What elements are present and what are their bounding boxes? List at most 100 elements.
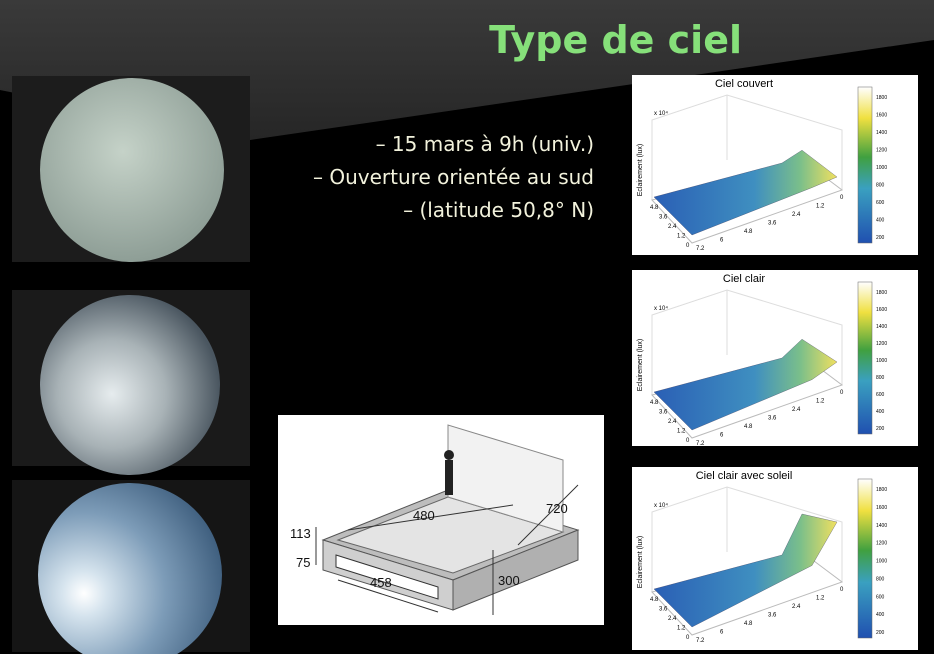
colorbar-label: 1400 [876, 130, 887, 136]
colorbar-label: 600 [876, 392, 885, 398]
bullet: – 15 mars à 9h (univ.) [375, 132, 594, 156]
dimension-label: 113 [290, 526, 311, 541]
tick-label: 2.4 [792, 212, 801, 218]
tick-label: 7.2 [696, 441, 705, 446]
side-wall [452, 529, 579, 611]
axis-label: Eclairement (lux) [637, 144, 644, 197]
tick-label: 1.2 [677, 234, 686, 240]
surface-plot: Ciel clair avec soleil x 10⁴ Eclairement (… [632, 467, 918, 650]
tick-label: 4.8 [650, 597, 659, 603]
colorbar-label: 400 [876, 409, 885, 415]
tick-label: 0 [686, 243, 690, 249]
back-wall [447, 424, 564, 533]
dimension-label: 480 [413, 508, 435, 523]
tick-label: 2.4 [792, 407, 801, 413]
tick-label: 3.6 [659, 410, 668, 416]
colorbar-label: 1000 [876, 559, 887, 565]
room-diagram: 480 720 113 75 458 300 [278, 415, 604, 625]
tick-label: 2.4 [792, 604, 801, 610]
person [444, 450, 454, 460]
colorbar-label: 800 [876, 183, 885, 189]
tick-label: 3.6 [768, 221, 777, 227]
colorbar [857, 86, 873, 244]
bullet: – Ouverture orientée au sud [313, 165, 594, 189]
tick-label: 0 [840, 195, 844, 201]
tick-label: 3.6 [768, 613, 777, 619]
tick-label: 6 [720, 630, 724, 636]
colorbar-label: 200 [876, 235, 885, 241]
colorbar-label: 800 [876, 576, 885, 582]
colorbar-label: 200 [876, 426, 885, 432]
slide-title: Type de ciel [489, 18, 742, 62]
dimension-label: 300 [498, 573, 520, 588]
sky-photo [40, 78, 224, 262]
tick-label: 2.4 [668, 419, 677, 425]
axis-label: Eclairement (lux) [637, 339, 644, 392]
tick-label: 0 [686, 635, 690, 641]
colorbar [857, 281, 873, 435]
sky-photo [40, 295, 220, 475]
dimension-label: 458 [370, 575, 392, 590]
surface [653, 150, 838, 236]
tick-label: 4.8 [650, 400, 659, 406]
tick-label: 1.2 [816, 596, 825, 602]
tick-label: 0 [686, 438, 690, 444]
tick-label: 4.8 [744, 229, 753, 235]
tick-label: 0 [840, 587, 844, 593]
colorbar-label: 1800 [876, 95, 887, 101]
exponent: x 10⁴ [654, 502, 668, 509]
colorbar-label: 1400 [876, 523, 887, 529]
tick-label: 6 [720, 238, 724, 244]
exponent: x 10⁴ [654, 110, 668, 117]
colorbar-label: 1600 [876, 307, 887, 313]
tick-label: 2.4 [668, 224, 677, 230]
tick-label: 1.2 [816, 204, 825, 210]
colorbar-label: 1200 [876, 148, 887, 154]
axis-label: Eclairement (lux) [637, 536, 644, 589]
colorbar-label: 200 [876, 630, 885, 636]
tick-label: 3.6 [659, 215, 668, 221]
tick-label: 7.2 [696, 638, 705, 644]
colorbar-label: 600 [876, 594, 885, 600]
window [335, 554, 439, 600]
tick-label: 0 [840, 390, 844, 396]
tick-label: 1.2 [816, 399, 825, 405]
colorbar-label: 400 [876, 218, 885, 224]
tick-label: 3.6 [659, 607, 668, 613]
tick-label: 4.8 [650, 205, 659, 211]
colorbar-label: 1000 [876, 358, 887, 364]
colorbar-label: 1000 [876, 165, 887, 171]
surface [653, 339, 838, 431]
dimension-label: 720 [546, 501, 568, 516]
plot-title: Ciel clair [723, 273, 766, 285]
colorbar-label: 1600 [876, 505, 887, 511]
tick-label: 3.6 [768, 416, 777, 422]
colorbar-label: 1600 [876, 113, 887, 119]
colorbar-label: 800 [876, 375, 885, 381]
tick-label: 2.4 [668, 616, 677, 622]
dimension-label: 75 [296, 555, 310, 570]
dimension-lines [315, 484, 579, 615]
colorbar-label: 600 [876, 200, 885, 206]
person [445, 460, 453, 495]
colorbar-label: 1800 [876, 290, 887, 296]
tick-label: 1.2 [677, 429, 686, 435]
bullet: – (latitude 50,8° N) [403, 198, 594, 222]
sky-photo [38, 483, 222, 654]
colorbar-label: 1200 [876, 541, 887, 547]
tick-label: 6 [720, 433, 724, 439]
tick-label: 7.2 [696, 246, 705, 252]
colorbar-label: 1400 [876, 324, 887, 330]
colorbar-label: 400 [876, 612, 885, 618]
tick-label: 4.8 [744, 424, 753, 430]
tick-label: 1.2 [677, 626, 686, 632]
surface [653, 513, 838, 628]
plot-title: Ciel clair avec soleil [696, 470, 793, 482]
tick-label: 4.8 [744, 621, 753, 627]
colorbar-label: 1800 [876, 487, 887, 493]
exponent: x 10⁴ [654, 305, 668, 312]
